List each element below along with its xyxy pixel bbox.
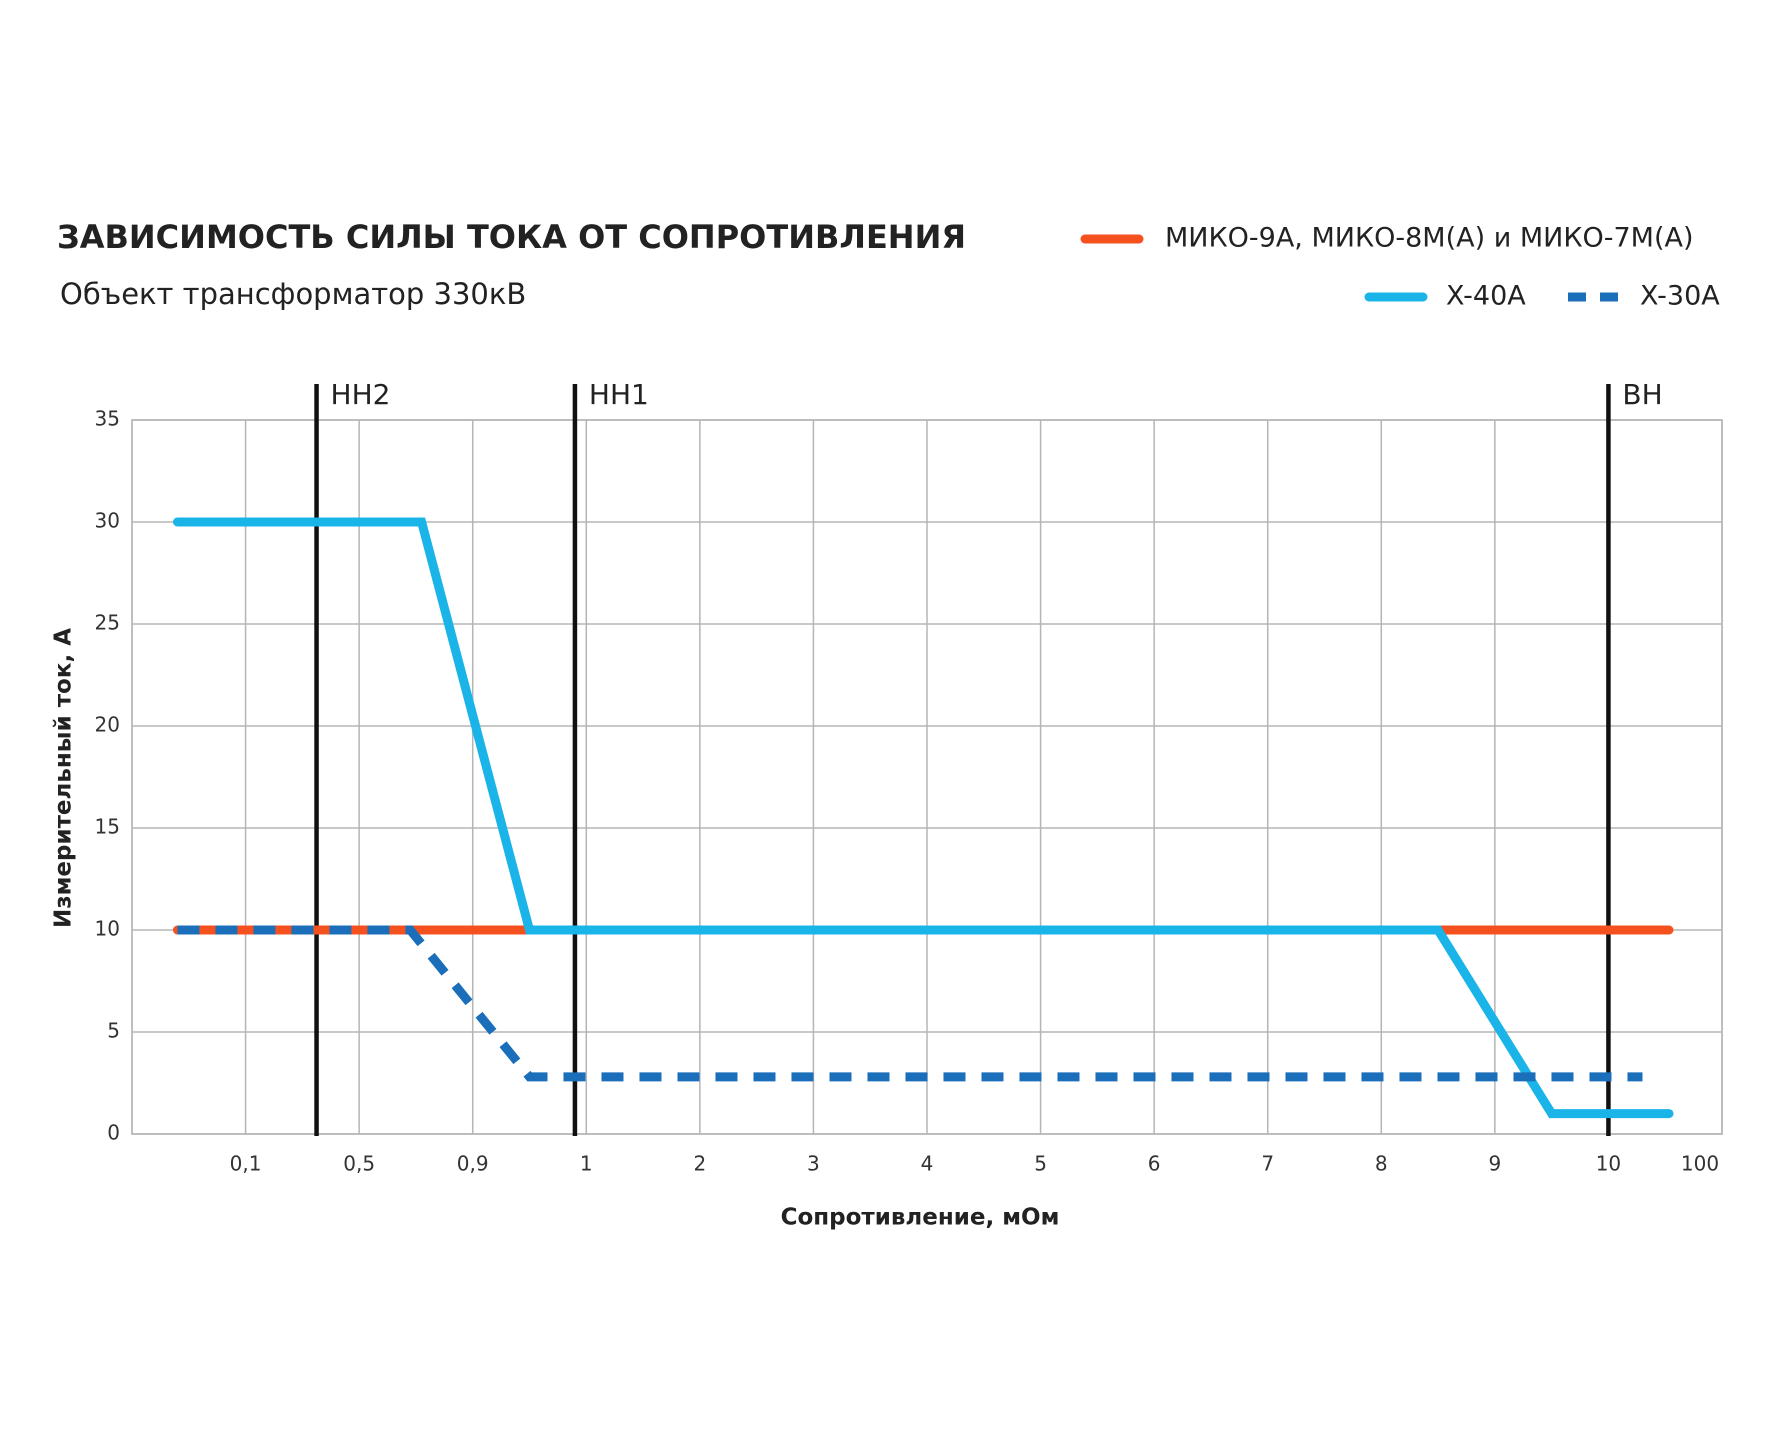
- marker-label: ВН: [1622, 378, 1662, 411]
- y-axis-label: Измерительный ток, А: [51, 628, 77, 928]
- x-tick-label: 6: [1148, 1152, 1161, 1176]
- x-tick-label: 3: [807, 1152, 820, 1176]
- x-tick-label: 9: [1488, 1152, 1501, 1176]
- x-tick-label: 0,9: [457, 1152, 489, 1176]
- y-tick-label: 35: [95, 407, 120, 431]
- y-tick-label: 0: [107, 1121, 120, 1145]
- y-tick-label: 25: [95, 611, 120, 635]
- x-tick-label: 10: [1596, 1152, 1621, 1176]
- x-tick-label: 2: [693, 1152, 706, 1176]
- chart-subtitle: Объект трансформатор 330кВ: [60, 277, 526, 311]
- y-tick-label: 5: [107, 1019, 120, 1043]
- x-tick-label: 4: [921, 1152, 934, 1176]
- series-line: [177, 925, 1643, 1082]
- y-tick-label: 20: [95, 713, 120, 737]
- chart-title: ЗАВИСИМОСТЬ СИЛЫ ТОКА ОТ СОПРОТИВЛЕНИЯ: [57, 218, 966, 256]
- x-tick-label: 1: [580, 1152, 593, 1176]
- y-tick-label: 15: [95, 815, 120, 839]
- y-tick-label: 10: [95, 917, 120, 941]
- legend-label: МИКО-9А, МИКО-8М(А) и МИКО-7М(А): [1165, 223, 1694, 254]
- marker-label: НН2: [331, 378, 391, 411]
- legend-label: X-30A: [1640, 281, 1720, 312]
- x-tick-label: 0,1: [230, 1152, 262, 1176]
- x-tick-label: 0,5: [343, 1152, 375, 1176]
- series-line: [172, 517, 1674, 1119]
- y-tick-label: 30: [95, 509, 120, 533]
- x-axis-label: Сопротивление, мОм: [781, 1205, 1060, 1231]
- legend-label: X-40A: [1446, 281, 1526, 312]
- x-tick-label: 7: [1261, 1152, 1274, 1176]
- x-tick-label: 100: [1681, 1152, 1719, 1176]
- x-tick-label: 5: [1034, 1152, 1047, 1176]
- x-tick-label: 8: [1375, 1152, 1388, 1176]
- marker-label: НН1: [589, 378, 649, 411]
